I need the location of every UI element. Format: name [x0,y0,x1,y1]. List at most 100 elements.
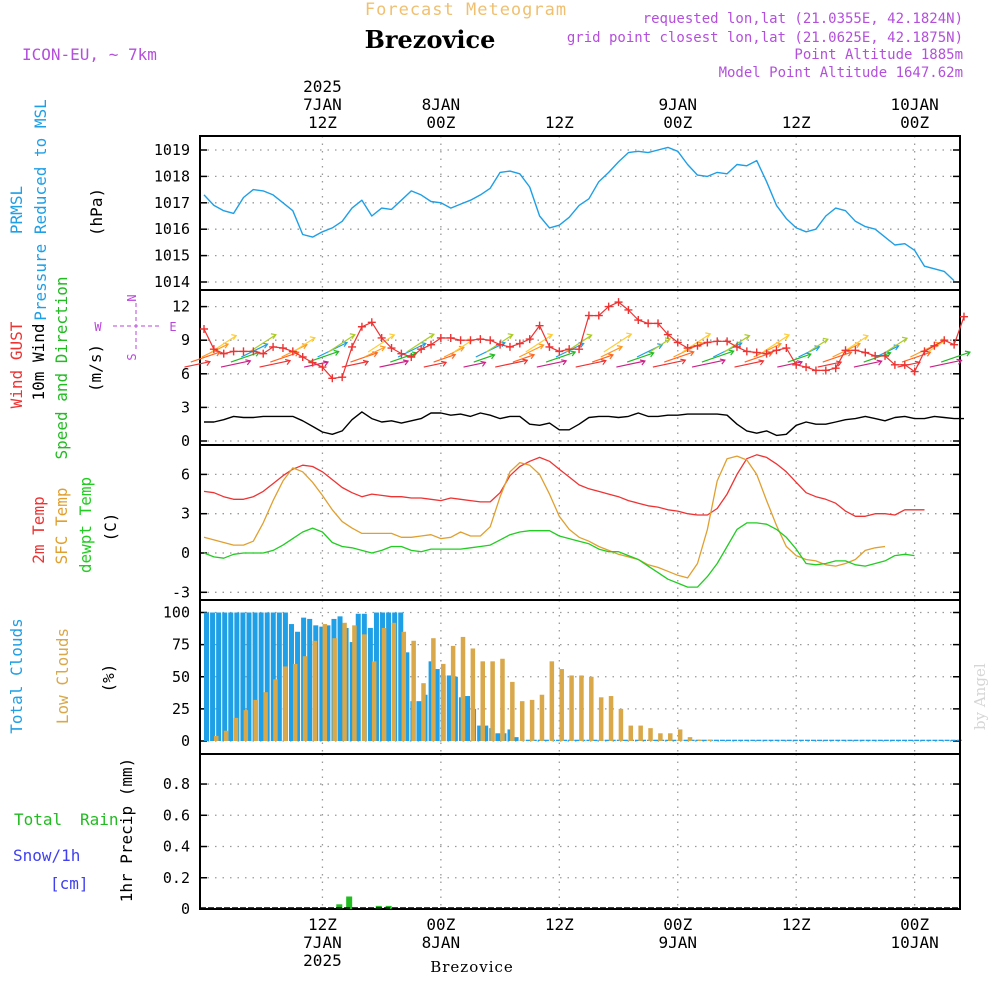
gust-marker [545,342,554,351]
low-cloud-bar [332,638,337,741]
wind-arrow [433,354,456,363]
wind-arrow-head [639,359,646,366]
total-cloud-bar [665,739,671,741]
low-cloud-bar [223,730,229,741]
wind-arrow-head [231,334,238,340]
pressure-line [203,146,955,282]
panel-precipitation: 0 0.2 0.4 0.6 0.8 [163,753,961,918]
top-time-label: 12Z [782,113,811,132]
total-cloud-bar [817,739,823,741]
gust-marker [644,319,653,328]
gust-marker [209,345,218,354]
wind-arrow [184,361,211,368]
low-cloud-bar [598,697,604,741]
wind-arrow [701,350,734,363]
total-cloud-bar [404,652,410,741]
wind-arrow [842,335,869,353]
wind-arrow-head [204,360,211,367]
gust-marker [723,337,732,346]
y-tick-label: 0 [181,900,190,918]
wind-arrow-head [876,359,883,366]
wind-arrow-head [956,358,963,365]
wind-arrow-head [379,345,387,352]
total-cloud-bar [877,739,883,741]
total-cloud-bar [258,612,264,741]
wind-arrow [463,361,486,368]
gust-marker [249,347,258,356]
gust-marker [496,340,505,349]
total-cloud-bar [543,739,549,741]
gust-marker [851,346,860,355]
gust-marker [555,347,564,356]
low-cloud-bar [510,681,515,741]
wind-arrow-head [822,337,829,344]
low-cloud-bar [638,725,643,741]
total-cloud-bar [641,739,647,741]
y-tick-label: 0 [181,732,190,750]
top-time-label: 12Z [545,113,574,132]
total-cloud-bar [792,739,798,741]
wind-arrow [241,343,268,358]
label-c: (C) [101,513,120,542]
wind-arrow [901,351,931,363]
gust-marker [634,316,643,325]
gust-marker [397,349,406,358]
wind-arrow-head [450,353,457,359]
wind-arrow [626,352,654,363]
total-cloud-bar [446,675,452,741]
wind-arrow [364,346,386,358]
low-cloud-bar [539,694,545,741]
total-cloud-bar [634,739,640,741]
wind-arrow [190,351,221,363]
wind-arrow [787,353,812,363]
gust-marker [308,358,317,367]
total-cloud-bar [325,625,331,741]
wind-arrow [201,343,229,358]
y-tick-label: 3 [181,505,190,523]
y-tick-label: 25 [172,700,190,718]
total-cloud-bar [428,661,434,741]
total-cloud-bar [798,739,804,741]
gust-marker [525,335,534,344]
wind-arrow-head [688,350,695,357]
wind-arrow [328,334,356,353]
total-cloud-bar [744,739,750,741]
wind-arrow [259,360,291,368]
gust-marker [959,312,968,321]
low-cloud-bar [263,692,268,741]
total-cloud-bar [288,624,294,741]
low-cloud-bar [618,708,624,741]
compass-east: E [169,320,176,334]
total-cloud-bar [513,737,519,741]
low-cloud-bar [441,663,446,741]
wind-arrow [664,351,694,363]
total-cloud-bar [726,739,732,741]
total-cloud-bar [768,739,774,741]
y-tick-label: 1018 [154,167,190,185]
wind-arrow [406,333,435,353]
wind-arrow-head [333,349,340,356]
top-time-label: 8JAN [422,95,461,114]
total-cloud-bar [216,612,222,741]
gust-marker [782,344,791,353]
wind-arrow-head [846,350,853,357]
low-cloud-bar [233,717,239,741]
gust-marker [673,338,682,347]
gust-marker [792,360,801,369]
total-cloud-bar [586,739,592,741]
total-cloud-bar [738,739,744,741]
low-cloud-bar [352,625,357,741]
wind-arrow [734,360,764,368]
wind-arrow-head [322,360,330,367]
total-cloud-bar [732,739,738,741]
total-cloud-bar [234,612,240,741]
low-cloud-bar [500,658,505,741]
panel-frame [199,753,961,910]
total-cloud-bar [264,612,270,741]
bottom-time-label: 00Z [900,915,929,934]
point-altitude: Point Altitude 1885m [794,47,963,63]
gust-marker [762,349,771,358]
gust-marker [377,333,386,342]
panel-frame [199,444,961,601]
